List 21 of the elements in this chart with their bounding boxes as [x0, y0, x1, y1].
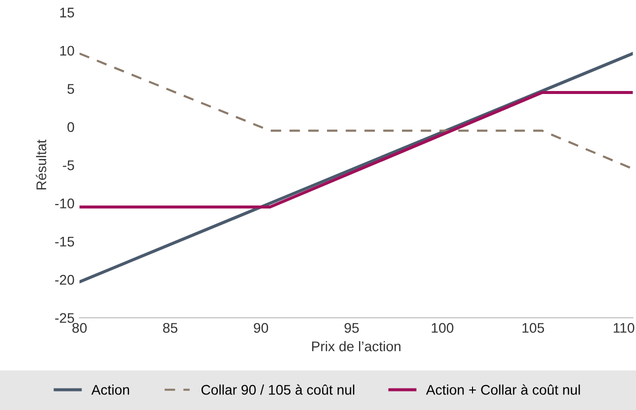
x-tick-label: 100 [432, 322, 454, 333]
y-tick-label: -10 [55, 198, 74, 208]
x-axis-title: Prix de l’action [312, 341, 400, 352]
y-tick-label: -5 [62, 160, 74, 170]
legend-label: Action [91, 384, 130, 395]
x-tick-label: 90 [254, 322, 268, 333]
y-tick-label: -15 [55, 236, 74, 247]
x-tick-label: 85 [163, 322, 178, 333]
y-tick-label: 15 [60, 8, 74, 18]
x-tick-label: 110 [614, 322, 634, 333]
x-tick-label: 95 [344, 322, 359, 333]
x-tick-label: 80 [72, 322, 87, 333]
y-tick-label: -25 [55, 313, 74, 323]
y-tick-label: 0 [67, 122, 74, 132]
legend-label: Collar 90 / 105 à coût nul [201, 384, 354, 395]
y-tick-label: 5 [67, 84, 74, 94]
y-tick-label: -20 [55, 274, 74, 285]
y-axis-title: Résultat [36, 140, 46, 190]
y-tick-label: 10 [60, 46, 74, 56]
x-tick-label: 105 [522, 322, 544, 333]
legend-label: Action + Collar à coût nul [426, 384, 580, 395]
